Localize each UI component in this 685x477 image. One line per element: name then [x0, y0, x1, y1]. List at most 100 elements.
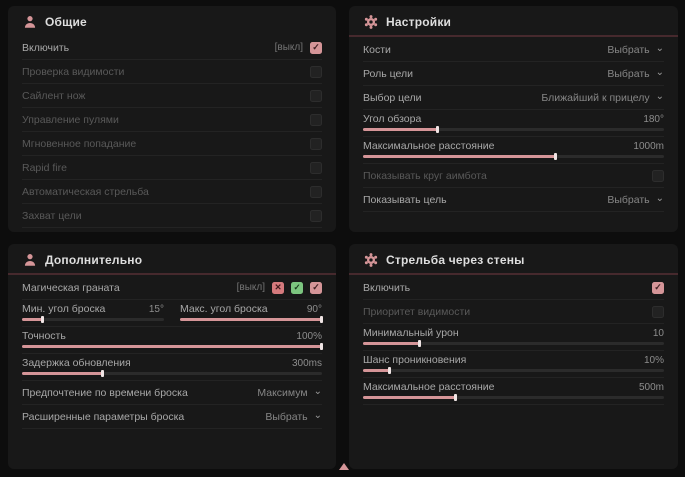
setting-label: Включить	[22, 41, 70, 54]
dropdown[interactable]: Выбрать ⌄	[265, 410, 322, 423]
setting-label: Показывать цель	[363, 193, 447, 206]
slider[interactable]	[22, 343, 323, 350]
setting-row: Предпочтение по времени броска Максимум ⌄	[22, 381, 322, 405]
panel-settings: Настройки Кости Выбрать ⌄ Роль цели Выбрать ⌄…	[349, 6, 678, 232]
slider[interactable]	[180, 316, 323, 323]
setting-label: Автоматическая стрельба	[22, 185, 149, 198]
checkbox[interactable]: ✓	[652, 281, 664, 294]
chevron-down-icon: ⌄	[655, 43, 664, 54]
setting-row: Сайлент нож	[22, 84, 322, 108]
checkbox[interactable]: ✓	[310, 281, 322, 294]
checkbox[interactable]: ✓	[310, 41, 322, 54]
slider[interactable]	[363, 394, 664, 401]
panel-header: Настройки	[349, 6, 678, 35]
cursor-icon	[339, 463, 349, 470]
checkbox[interactable]	[310, 89, 322, 102]
setting-row-slider: Максимальное расстояние 1000m	[363, 137, 664, 164]
setting-row: Показывать круг аимбота	[363, 164, 664, 188]
panel-title: Настройки	[386, 14, 452, 29]
header-divider	[349, 273, 678, 275]
setting-label: Проверка видимости	[22, 65, 125, 78]
setting-row: Захват цели	[22, 204, 322, 228]
setting-label: Предпочтение по времени броска	[22, 386, 188, 399]
slider-handle[interactable]	[320, 343, 323, 350]
slider-handle[interactable]	[454, 394, 458, 401]
dropdown[interactable]: Выбрать ⌄	[607, 193, 664, 206]
slider-value: 90°	[306, 303, 322, 315]
person-icon	[22, 252, 37, 267]
checkbox[interactable]	[310, 185, 322, 198]
slider-label: Максимальное расстояние	[363, 140, 495, 152]
chevron-down-icon: ⌄	[313, 410, 322, 421]
setting-label: Управление пулями	[22, 113, 119, 126]
rebind-icon[interactable]: ✓	[291, 281, 303, 294]
slider-handle[interactable]	[101, 370, 104, 377]
setting-row: Магическая граната [выкл] ✕ ✓ ✓	[22, 276, 322, 300]
slider-value: 15°	[148, 303, 164, 315]
dropdown[interactable]: Максимум ⌄	[257, 386, 322, 399]
gear-icon	[363, 252, 378, 267]
setting-label: Захват цели	[22, 209, 82, 222]
checkbox[interactable]	[310, 137, 322, 150]
panel-title: Общие	[45, 14, 87, 29]
slider-fill	[363, 342, 421, 345]
slider-fill	[22, 318, 44, 321]
chevron-down-icon: ⌄	[655, 91, 664, 102]
slider-handle[interactable]	[41, 316, 45, 323]
setting-row: Роль цели Выбрать ⌄	[363, 62, 664, 86]
dropdown[interactable]: Ближайший к прицелу ⌄	[541, 91, 664, 104]
setting-row: Приоритет видимости	[363, 300, 664, 324]
setting-label: Показывать круг аимбота	[363, 169, 487, 182]
dropdown-value: Выбрать	[265, 410, 308, 423]
setting-row: Автоматическая стрельба	[22, 180, 322, 204]
slider-fill	[363, 155, 556, 158]
slider[interactable]	[363, 367, 664, 374]
checkbox[interactable]	[310, 161, 322, 174]
slider-fill	[363, 369, 391, 372]
slider-fill	[22, 372, 103, 375]
slider[interactable]	[22, 370, 322, 377]
slider-handle[interactable]	[553, 153, 557, 160]
slider-label: Минимальный урон	[363, 327, 459, 339]
slider[interactable]	[22, 316, 164, 323]
dropdown[interactable]: Выбрать ⌄	[607, 67, 664, 80]
chevron-down-icon: ⌄	[655, 193, 664, 204]
slider[interactable]	[363, 126, 664, 133]
panel-title: Стрельба через стены	[386, 252, 525, 267]
slider[interactable]	[363, 153, 664, 160]
setting-label: Роль цели	[363, 67, 414, 80]
slider-handle[interactable]	[418, 340, 422, 347]
keybind-tag: [выкл]	[274, 42, 303, 53]
setting-label: Расширенные параметры броска	[22, 410, 185, 423]
slider-handle[interactable]	[320, 316, 323, 323]
settings-list: Кости Выбрать ⌄ Роль цели Выбрать ⌄ Выбор цели…	[349, 37, 678, 232]
slider-handle[interactable]	[436, 126, 440, 133]
checkbox[interactable]	[310, 113, 322, 126]
setting-row-slider-pair: Мин. угол броска 15° Макс. угол броска 90°	[22, 300, 323, 327]
dropdown-value: Максимум	[257, 386, 308, 399]
setting-row: Включить ✓	[363, 276, 664, 300]
slider-label: Макс. угол броска	[180, 303, 268, 315]
setting-label: Выбор цели	[363, 91, 422, 104]
unbind-icon[interactable]: ✕	[272, 281, 284, 294]
setting-row: Кости Выбрать ⌄	[363, 38, 664, 62]
checkbox[interactable]	[310, 65, 322, 78]
slider[interactable]	[363, 340, 664, 347]
slider-label: Задержка обновления	[22, 357, 131, 369]
slider-fill	[180, 318, 322, 321]
setting-label: Магическая граната	[22, 281, 120, 294]
checkbox[interactable]	[310, 209, 322, 222]
keybind-tag: [выкл]	[236, 282, 265, 293]
checkbox[interactable]	[652, 305, 664, 318]
slider-value: 100%	[296, 330, 322, 342]
dropdown[interactable]: Выбрать ⌄	[607, 43, 664, 56]
panel-walls: Стрельба через стены Включить ✓ Приоритет …	[349, 244, 678, 469]
dropdown-value: Выбрать	[607, 43, 650, 56]
slider-block: Мин. угол броска 15°	[22, 303, 164, 323]
checkbox[interactable]	[652, 169, 664, 182]
panel-additional: Дополнительно Магическая граната [выкл] ✕ ✓…	[8, 244, 336, 469]
slider-label: Мин. угол броска	[22, 303, 106, 315]
setting-row: Мгновенное попадание	[22, 132, 322, 156]
slider-handle[interactable]	[388, 367, 392, 374]
